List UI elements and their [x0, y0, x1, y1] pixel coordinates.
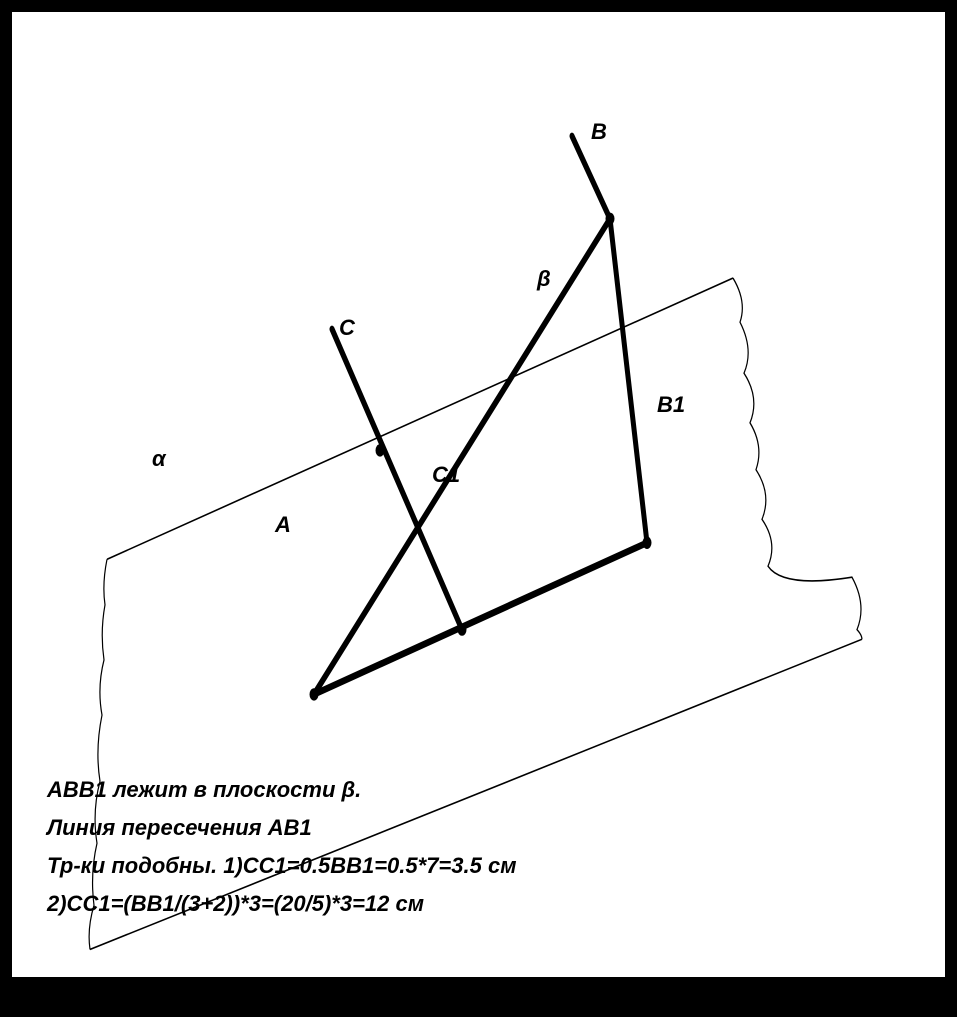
label-B: B: [591, 119, 607, 145]
plane-torn-edge-right: [733, 278, 862, 639]
point-C1: [458, 623, 467, 635]
point-B: [606, 213, 615, 225]
solution-line-4: 2)CC1=(BB1/(3+2))*3=(20/5)*3=12 см: [47, 891, 927, 917]
point-A: [310, 688, 319, 700]
label-alpha: α: [152, 446, 166, 472]
solution-line-3: Тр-ки подобны. 1)CC1=0.5BB1=0.5*7=3.5 см: [47, 853, 927, 879]
segment-B-B1: [610, 219, 647, 543]
label-beta: β: [537, 266, 551, 292]
solution-text-block: ABB1 лежит в плоскости β. Линия пересече…: [47, 777, 927, 929]
solution-line-1: ABB1 лежит в плоскости β.: [47, 777, 927, 803]
canvas: A B B1 C C1 α β ABB1 лежит в плоскости β…: [12, 12, 945, 977]
segment-B-extension: [572, 136, 610, 219]
point-B1: [643, 537, 652, 549]
point-C: [376, 444, 385, 456]
label-C1: C1: [432, 462, 460, 488]
label-A: A: [275, 512, 291, 538]
label-C: C: [339, 315, 355, 341]
plane-edge-upper: [107, 278, 733, 559]
solution-line-2: Линия пересечения AB1: [47, 815, 927, 841]
label-B1: B1: [657, 392, 685, 418]
